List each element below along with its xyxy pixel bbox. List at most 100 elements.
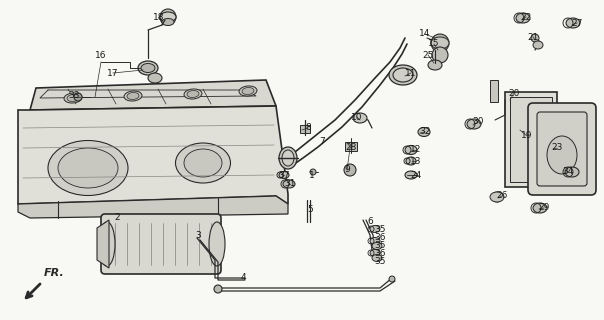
Text: 29: 29 bbox=[538, 204, 550, 212]
Text: 2: 2 bbox=[114, 213, 120, 222]
Text: 22: 22 bbox=[521, 12, 532, 21]
Text: 6: 6 bbox=[367, 218, 373, 227]
Text: 4: 4 bbox=[240, 274, 246, 283]
Text: 34: 34 bbox=[562, 166, 574, 175]
Ellipse shape bbox=[124, 91, 142, 101]
Ellipse shape bbox=[370, 226, 380, 233]
Ellipse shape bbox=[467, 119, 481, 129]
Ellipse shape bbox=[148, 73, 162, 83]
Bar bbox=[510, 97, 552, 182]
FancyBboxPatch shape bbox=[528, 103, 596, 195]
Text: 9: 9 bbox=[344, 165, 350, 174]
Text: 25: 25 bbox=[422, 51, 434, 60]
Circle shape bbox=[344, 164, 356, 176]
Ellipse shape bbox=[209, 222, 225, 266]
Text: 19: 19 bbox=[521, 132, 533, 140]
Ellipse shape bbox=[64, 93, 82, 103]
Text: 15: 15 bbox=[428, 39, 440, 49]
Text: 36: 36 bbox=[374, 233, 386, 242]
Text: 26: 26 bbox=[496, 191, 508, 201]
Text: 37: 37 bbox=[278, 171, 290, 180]
Text: FR.: FR. bbox=[44, 268, 65, 278]
Text: 14: 14 bbox=[419, 29, 431, 38]
Bar bbox=[345, 142, 357, 151]
Ellipse shape bbox=[279, 147, 297, 169]
Text: 35: 35 bbox=[374, 225, 386, 234]
Bar bbox=[300, 125, 310, 133]
Ellipse shape bbox=[431, 37, 449, 49]
Circle shape bbox=[74, 93, 82, 101]
Ellipse shape bbox=[127, 92, 139, 100]
Text: 28: 28 bbox=[345, 143, 357, 153]
Bar bbox=[490, 80, 498, 102]
Ellipse shape bbox=[565, 167, 579, 177]
Ellipse shape bbox=[282, 150, 294, 166]
Text: 32: 32 bbox=[419, 127, 431, 137]
Ellipse shape bbox=[372, 254, 382, 261]
Ellipse shape bbox=[393, 68, 413, 82]
Circle shape bbox=[389, 276, 395, 282]
Ellipse shape bbox=[566, 18, 580, 28]
Ellipse shape bbox=[184, 149, 222, 177]
Ellipse shape bbox=[279, 172, 289, 179]
Ellipse shape bbox=[370, 237, 380, 244]
Circle shape bbox=[160, 9, 176, 25]
Polygon shape bbox=[30, 80, 276, 110]
Polygon shape bbox=[97, 220, 109, 268]
Text: 36: 36 bbox=[374, 250, 386, 259]
Ellipse shape bbox=[58, 148, 118, 188]
Text: 17: 17 bbox=[108, 68, 119, 77]
Text: 35: 35 bbox=[374, 258, 386, 267]
Text: 10: 10 bbox=[352, 113, 363, 122]
Ellipse shape bbox=[370, 250, 380, 257]
Ellipse shape bbox=[353, 113, 367, 123]
Circle shape bbox=[492, 192, 502, 202]
Ellipse shape bbox=[428, 60, 442, 70]
Ellipse shape bbox=[372, 243, 382, 250]
Ellipse shape bbox=[533, 203, 547, 213]
Ellipse shape bbox=[48, 140, 128, 196]
Ellipse shape bbox=[99, 222, 115, 266]
Ellipse shape bbox=[242, 87, 254, 94]
Text: 35: 35 bbox=[374, 242, 386, 251]
Ellipse shape bbox=[184, 89, 202, 99]
Text: 31: 31 bbox=[284, 180, 296, 188]
Ellipse shape bbox=[516, 13, 530, 23]
Circle shape bbox=[531, 34, 539, 42]
Text: 16: 16 bbox=[95, 52, 107, 60]
Bar bbox=[505, 92, 557, 187]
Polygon shape bbox=[18, 196, 288, 218]
Ellipse shape bbox=[138, 61, 158, 75]
Text: 23: 23 bbox=[551, 143, 563, 153]
FancyBboxPatch shape bbox=[537, 112, 587, 186]
Ellipse shape bbox=[160, 12, 176, 22]
Text: 27: 27 bbox=[571, 19, 583, 28]
Ellipse shape bbox=[405, 171, 417, 179]
Text: 7: 7 bbox=[319, 137, 325, 146]
Text: 13: 13 bbox=[410, 156, 422, 165]
Text: 20: 20 bbox=[509, 89, 519, 98]
Ellipse shape bbox=[547, 136, 577, 174]
Ellipse shape bbox=[176, 143, 231, 183]
Text: 24: 24 bbox=[410, 171, 422, 180]
Circle shape bbox=[432, 47, 448, 63]
Text: 12: 12 bbox=[410, 146, 422, 155]
Ellipse shape bbox=[187, 91, 199, 98]
Ellipse shape bbox=[162, 19, 174, 26]
Text: 1: 1 bbox=[309, 171, 315, 180]
Circle shape bbox=[214, 285, 222, 293]
Ellipse shape bbox=[239, 86, 257, 96]
Ellipse shape bbox=[533, 41, 543, 49]
Text: 18: 18 bbox=[153, 12, 165, 21]
Ellipse shape bbox=[67, 94, 79, 101]
Text: 8: 8 bbox=[305, 124, 311, 132]
Text: 21: 21 bbox=[527, 33, 539, 42]
Text: 33: 33 bbox=[68, 91, 80, 100]
Ellipse shape bbox=[389, 65, 417, 85]
Circle shape bbox=[310, 169, 316, 175]
Text: 5: 5 bbox=[307, 205, 313, 214]
Text: 11: 11 bbox=[405, 68, 417, 77]
Ellipse shape bbox=[490, 192, 504, 202]
Polygon shape bbox=[18, 106, 288, 204]
Text: 30: 30 bbox=[472, 117, 484, 126]
